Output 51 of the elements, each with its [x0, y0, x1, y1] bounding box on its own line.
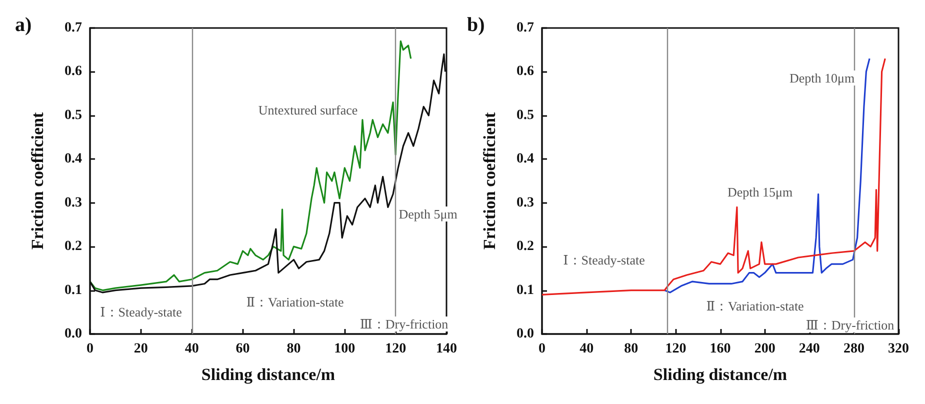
- x-tick-label: 120: [665, 342, 686, 356]
- annotation: Ⅲ：Dry-friction: [360, 316, 449, 332]
- x-tick-label: 100: [334, 342, 356, 356]
- chart-title: b): [467, 14, 485, 36]
- x-tick-label: 200: [754, 342, 776, 356]
- series-label: Depth 10μm: [789, 70, 855, 86]
- x-tick-label: 40: [184, 342, 199, 356]
- y-tick-label: 0.1: [64, 282, 82, 298]
- y-tick-label: 0.0: [516, 326, 534, 342]
- x-tick-label: 120: [385, 342, 406, 356]
- y-tick-label: 0.7: [64, 20, 82, 36]
- y-tick-label: 0.0: [64, 326, 82, 342]
- chart-title: a): [15, 14, 32, 36]
- y-tick-label: 0.3: [516, 195, 534, 210]
- y-tick-label: 0.2: [516, 239, 534, 254]
- x-tick-label: 80: [624, 342, 638, 356]
- x-tick-label: 320: [888, 342, 909, 356]
- x-tick-label: 280: [843, 342, 864, 356]
- y-tick-label: 0.7: [516, 20, 534, 36]
- y-tick-label: 0.4: [64, 152, 82, 167]
- x-axis-title: Sliding distance/m: [201, 365, 336, 384]
- y-tick-label: 0.6: [64, 64, 82, 80]
- annotation: Ⅱ：Variation-state: [706, 298, 804, 314]
- x-tick-label: 40: [580, 342, 594, 356]
- x-tick-label: 140: [436, 342, 457, 356]
- y-tick-label: 0.4: [516, 152, 534, 167]
- x-tick-label: 60: [236, 342, 250, 356]
- x-tick-label: 80: [286, 342, 301, 356]
- series-label: Depth 15μm: [727, 184, 793, 200]
- series-label: Untextured surface: [258, 102, 358, 118]
- y-tick-label: 0.5: [516, 108, 534, 123]
- y-tick-label: 0.6: [516, 64, 534, 80]
- y-tick-label: 0.1: [516, 282, 534, 298]
- annotation: Ⅲ：Dry-friction: [806, 318, 895, 332]
- annotation: Ⅰ：Steady-state: [563, 252, 646, 268]
- y-axis-title: Friction coefficient: [28, 112, 47, 250]
- line-series: [664, 58, 870, 294]
- x-tick-label: 0: [86, 342, 94, 356]
- x-axis-title: Sliding distance/m: [653, 365, 788, 384]
- annotation: Ⅰ：Steady-state: [100, 304, 182, 320]
- y-tick-label: 0.2: [64, 239, 82, 254]
- y-tick-label: 0.5: [64, 108, 82, 123]
- x-tick-label: 0: [538, 342, 546, 356]
- x-tick-label: 240: [798, 342, 820, 356]
- y-axis-title: Friction coefficient: [480, 112, 499, 250]
- y-tick-label: 0.3: [64, 195, 82, 210]
- x-tick-label: 160: [710, 342, 731, 356]
- series-label: Depth 5μm: [398, 206, 458, 222]
- line-series: [541, 58, 886, 296]
- annotation: Ⅱ：Variation-state: [246, 294, 344, 310]
- x-tick-label: 20: [134, 342, 148, 356]
